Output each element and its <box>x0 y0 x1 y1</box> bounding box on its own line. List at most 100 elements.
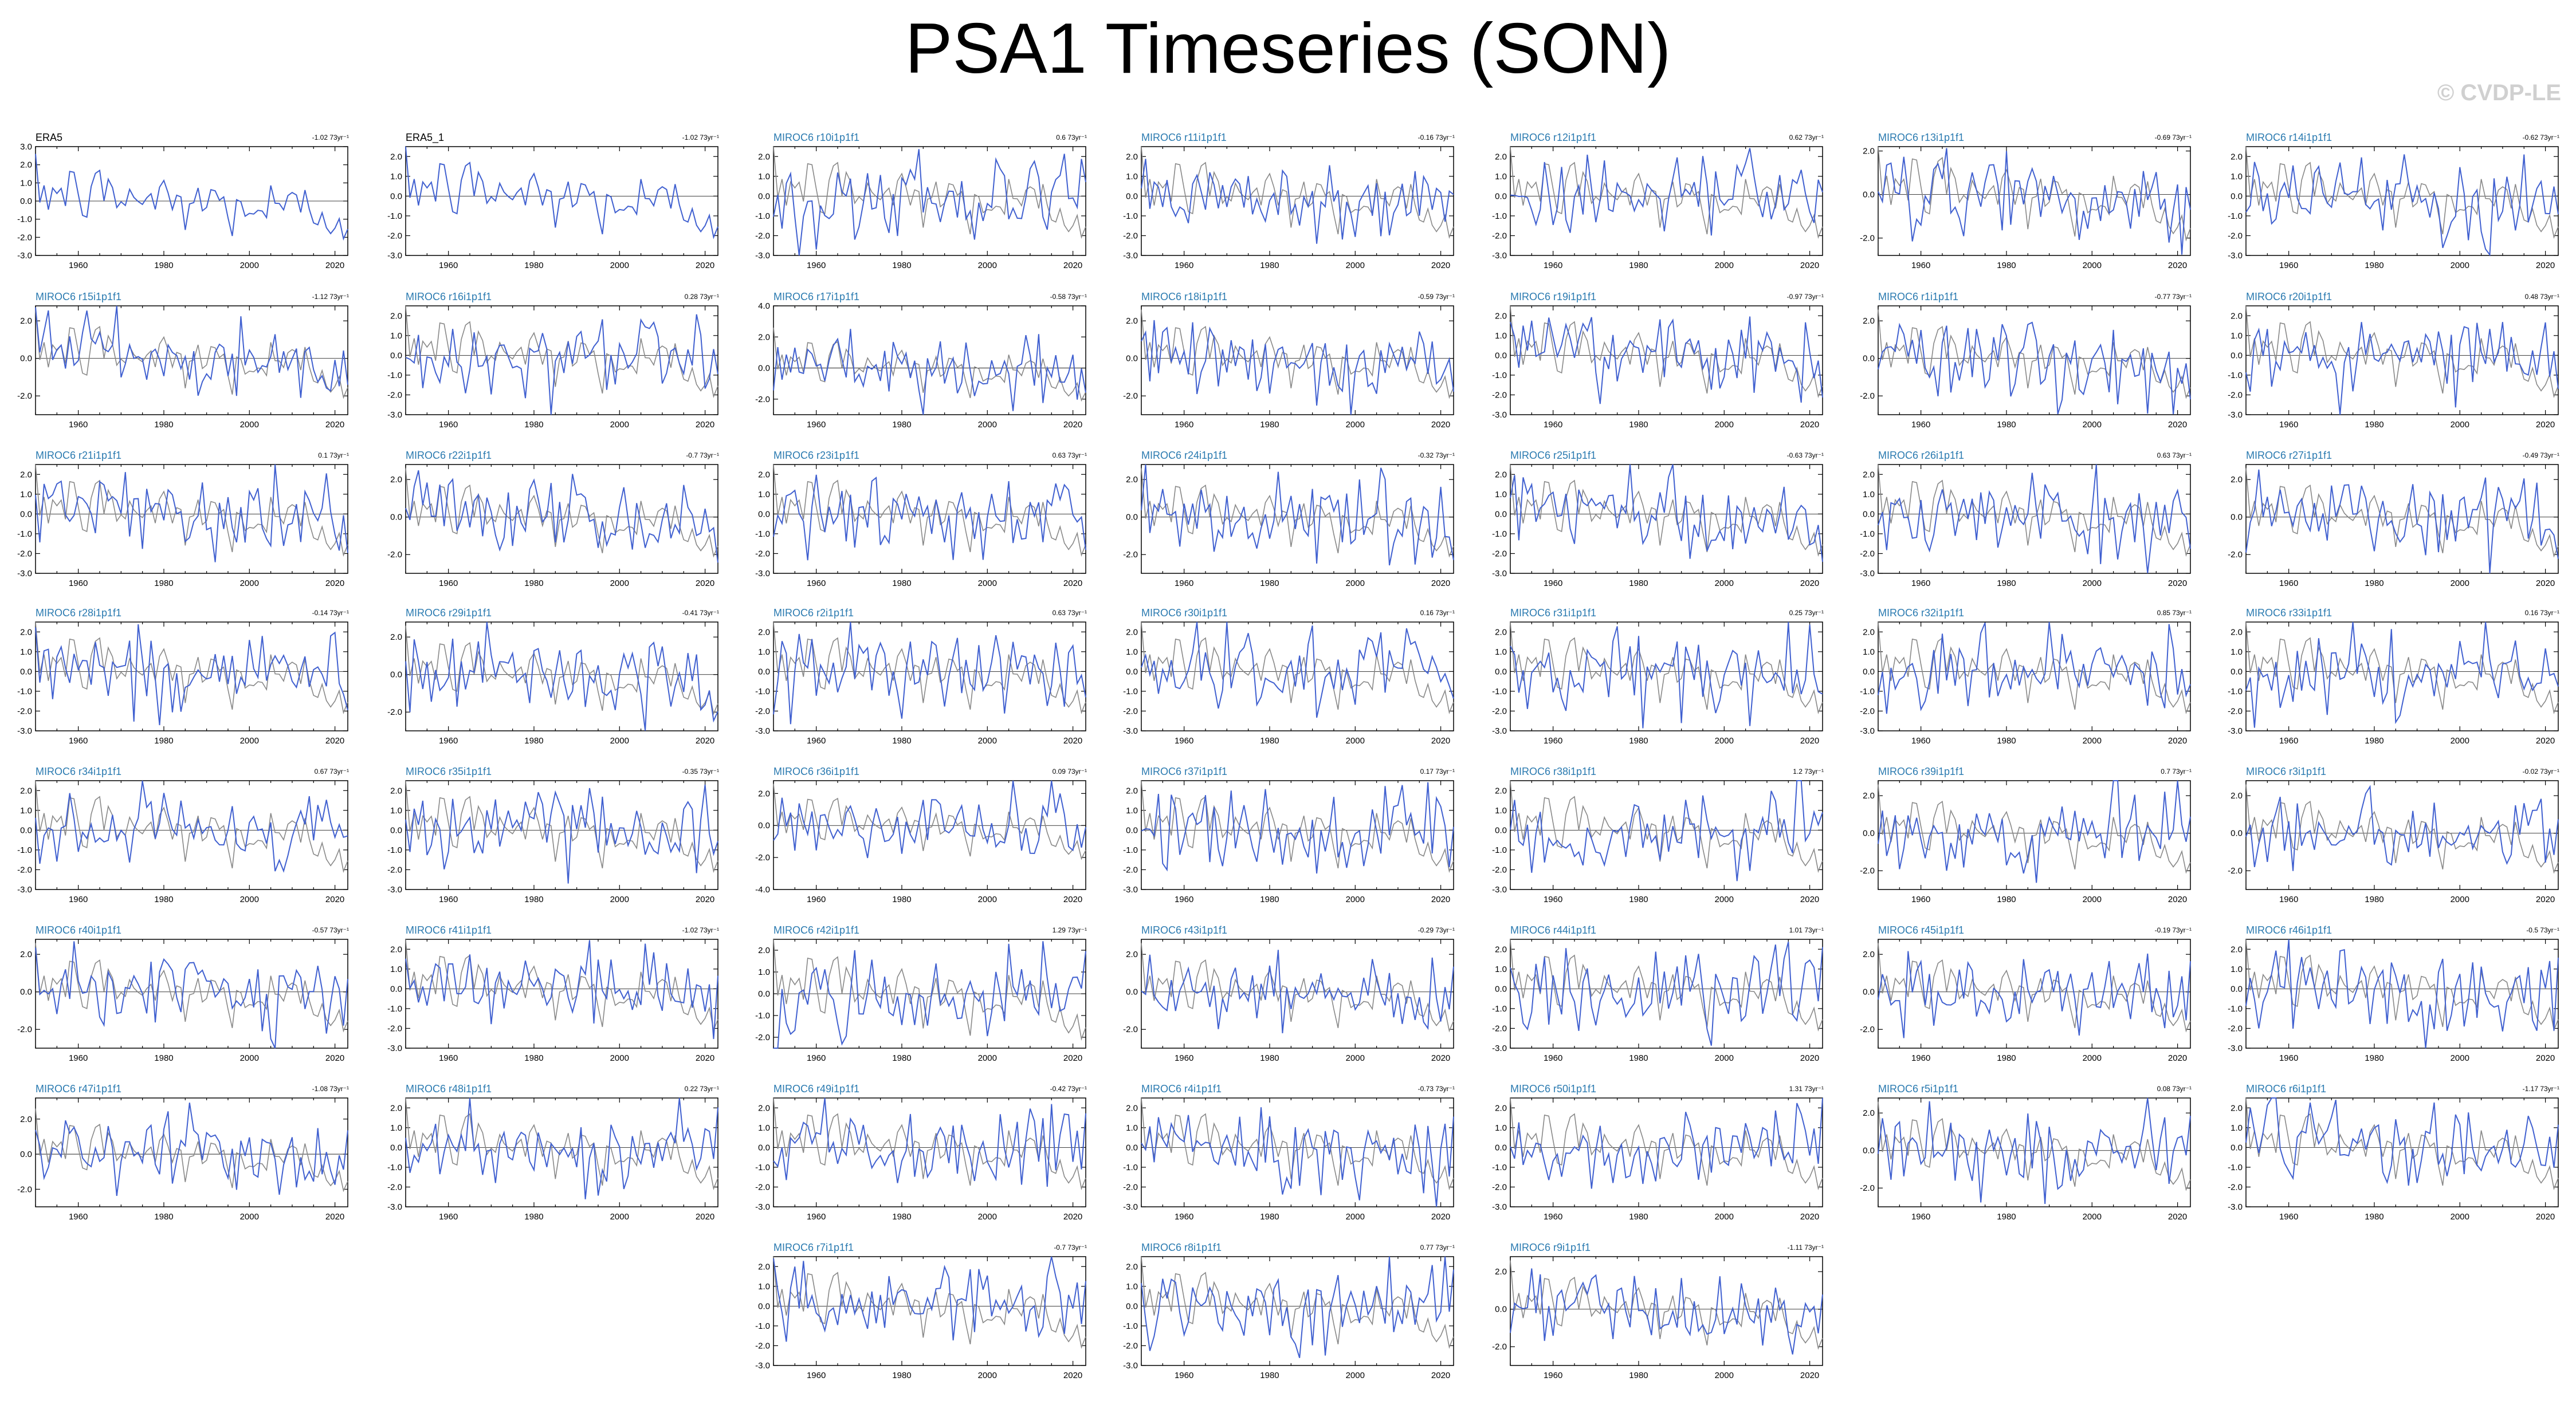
panel-trend: 0.48 73yr⁻¹ <box>2524 293 2559 301</box>
series-line <box>773 941 1086 1049</box>
panel-plot: 2.0 1.0 0.0 -1.0 -2.0 -3.0 1960 1980 2000 2020 <box>387 780 718 904</box>
panel-trend: -1.02 73yr⁻¹ <box>682 926 719 934</box>
x-tick-label: 1960 <box>69 736 88 746</box>
x-tick-label: 2020 <box>1431 1371 1450 1380</box>
panel-trend: 0.6 73yr⁻¹ <box>1056 133 1087 141</box>
panel-title: MIROC6 r37i1p1f1 <box>1141 766 1228 777</box>
timeseries-panel: 2.0 1.0 0.0 -1.0 -2.0 -3.0 1960 1980 2000 2020 MIR… <box>1477 450 1824 588</box>
panel-plot: 2.0 0.0 -2.0 1960 1980 2000 2020 <box>1860 305 2191 430</box>
y-tick-label: 0.0 <box>390 191 402 201</box>
x-tick-label: 1980 <box>1629 261 1648 270</box>
y-tick-label: -1.0 <box>2228 1163 2243 1172</box>
x-tick-label: 1980 <box>2365 1053 2383 1063</box>
y-tick-label: 0.0 <box>20 196 32 206</box>
plot-frame <box>1141 1097 1454 1207</box>
y-tick-label: -1.0 <box>1492 211 1507 221</box>
x-tick-label: 1960 <box>1911 736 1930 746</box>
panel-plot: 2.0 1.0 0.0 -1.0 -2.0 -3.0 1960 1980 2000 2020 <box>755 146 1086 270</box>
x-tick-label: 2000 <box>2083 736 2102 746</box>
x-tick-label: 1960 <box>2279 578 2298 588</box>
x-tick-label: 2020 <box>2168 895 2187 904</box>
y-tick-label: 1.0 <box>758 490 770 499</box>
panel-plot: 2.0 0.0 -2.0 1960 1980 2000 2020 <box>2228 780 2559 904</box>
y-tick-label: -4.0 <box>755 885 770 895</box>
x-tick-label: 2000 <box>240 1212 259 1222</box>
x-tick-label: 2020 <box>325 420 344 430</box>
y-tick-label: 2.0 <box>2231 152 2243 162</box>
page-title: PSA1 Timeseries (SON) <box>905 9 1671 88</box>
series-line <box>773 329 1086 415</box>
y-tick-label: -2.0 <box>387 707 402 717</box>
x-tick-label: 1960 <box>1911 895 1930 904</box>
y-tick-label: -3.0 <box>387 251 402 261</box>
y-tick-label: -2.0 <box>17 865 32 875</box>
plot-frame <box>35 1097 348 1207</box>
x-tick-label: 2000 <box>2451 1212 2469 1222</box>
y-tick-label: 1.0 <box>1495 172 1507 182</box>
y-tick-label: -3.0 <box>2228 1202 2243 1212</box>
panel-trend: 0.28 73yr⁻¹ <box>684 293 719 301</box>
y-tick-label: -2.0 <box>1123 550 1138 560</box>
x-tick-label: 1980 <box>1629 578 1648 588</box>
x-tick-label: 2020 <box>1800 420 1819 430</box>
panel-plot: 2.0 0.0 -2.0 -4.0 1960 1980 2000 2020 <box>755 780 1086 904</box>
series-line <box>1878 951 2191 1038</box>
plot-frame <box>773 146 1086 256</box>
y-tick-label: 2.0 <box>390 1103 402 1113</box>
panel-title: MIROC6 r34i1p1f1 <box>36 766 122 777</box>
y-tick-label: 1.0 <box>2231 1123 2243 1133</box>
x-tick-label: 2000 <box>1346 420 1365 430</box>
y-tick-label: 1.0 <box>1863 490 1875 499</box>
series-line <box>1141 1256 1454 1359</box>
y-tick-label: 0.0 <box>1126 1301 1138 1311</box>
observed-reference-line <box>2245 939 2559 1032</box>
y-tick-label: -2.0 <box>387 1024 402 1033</box>
y-tick-label: 1.0 <box>2231 331 2243 341</box>
panel-trend: 0.1 73yr⁻¹ <box>318 451 349 459</box>
panel-plot: 2.0 1.0 0.0 -1.0 -2.0 -3.0 1960 1980 2000 2020 <box>2228 621 2559 746</box>
panel-trend: -0.41 73yr⁻¹ <box>682 609 719 617</box>
x-tick-label: 2000 <box>978 1212 997 1222</box>
y-tick-label: 0.0 <box>20 667 32 676</box>
y-tick-label: 1.0 <box>1126 1282 1138 1292</box>
y-tick-label: 0.0 <box>1495 984 1507 994</box>
x-tick-label: 1960 <box>1544 420 1562 430</box>
x-tick-label: 2020 <box>2536 1053 2555 1063</box>
series-line <box>1510 942 1823 1046</box>
y-tick-label: 0.0 <box>758 989 770 999</box>
timeseries-panel: 2.0 0.0 -2.0 1960 1980 2000 2020 MIROC6 r29i1p1… <box>372 607 719 746</box>
y-tick-label: 1.0 <box>20 806 32 816</box>
x-tick-label: 1960 <box>1544 1053 1562 1063</box>
plot-frame <box>1510 305 1823 415</box>
x-tick-label: 1980 <box>1260 578 1279 588</box>
y-tick-label: 2.0 <box>758 1262 770 1272</box>
panel-trend: -1.02 73yr⁻¹ <box>312 133 349 141</box>
y-tick-label: 2.0 <box>758 332 770 342</box>
y-tick-label: 0.0 <box>2231 667 2243 676</box>
y-tick-label: -1.0 <box>17 845 32 855</box>
timeseries-panel: 2.0 1.0 0.0 -1.0 -2.0 -3.0 1960 1980 2000 2020 MIR… <box>1108 607 1455 746</box>
y-tick-label: 0.0 <box>1863 354 1875 364</box>
panel-title: MIROC6 r7i1p1f1 <box>773 1242 854 1253</box>
x-tick-label: 1960 <box>1911 261 1930 270</box>
panel-title: MIROC6 r26i1p1f1 <box>1878 450 1965 461</box>
series-line <box>2245 322 2559 415</box>
y-tick-label: -3.0 <box>2228 1044 2243 1053</box>
panel-trend: 1.2 73yr⁻¹ <box>1793 768 1824 776</box>
series-line <box>773 474 1086 561</box>
panel-title: MIROC6 r13i1p1f1 <box>1878 132 1965 143</box>
x-tick-label: 1960 <box>69 1212 88 1222</box>
x-tick-label: 1960 <box>807 1053 826 1063</box>
observed-reference-line <box>405 1097 718 1191</box>
panel-title: MIROC6 r45i1p1f1 <box>1878 924 1965 936</box>
y-tick-label: -1.0 <box>1860 687 1875 696</box>
x-tick-label: 2000 <box>610 420 629 430</box>
y-tick-label: -3.0 <box>1123 726 1138 736</box>
x-tick-label: 1980 <box>154 736 173 746</box>
panel-title: MIROC6 r3i1p1f1 <box>2246 766 2327 777</box>
x-tick-label: 1980 <box>1629 895 1648 904</box>
x-tick-label: 2000 <box>240 736 259 746</box>
plot-frame <box>1141 621 1454 731</box>
y-tick-label: -3.0 <box>17 726 32 736</box>
observed-reference-line <box>1141 780 1454 873</box>
